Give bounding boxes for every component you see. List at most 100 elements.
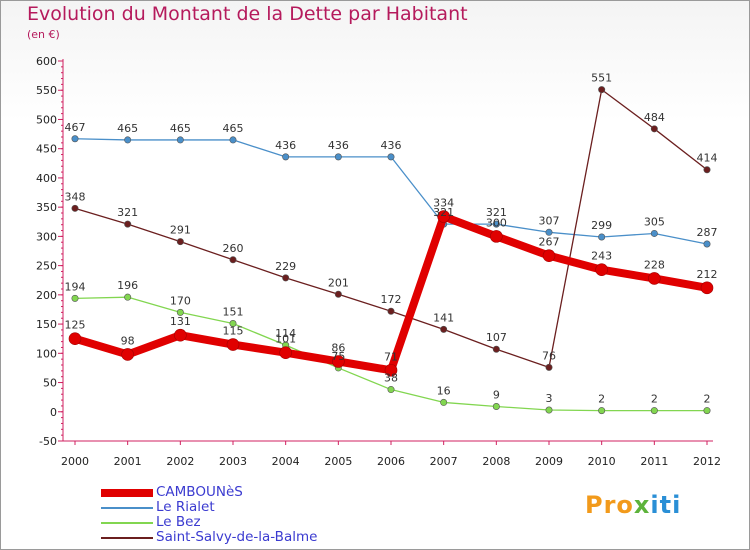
data-label: 3 xyxy=(546,392,553,405)
y-tick-label: 0 xyxy=(50,406,57,419)
legend-swatch xyxy=(101,506,153,509)
legend-label: CAMBOUNèS xyxy=(156,484,243,500)
data-label: 465 xyxy=(170,122,191,135)
proxiti-logo: Proxiti xyxy=(585,491,682,519)
data-label: 71 xyxy=(384,350,398,363)
x-tick-label: 2008 xyxy=(482,455,510,468)
data-label: 9 xyxy=(493,389,500,402)
data-point xyxy=(229,319,237,327)
data-label: 229 xyxy=(275,260,296,273)
data-point xyxy=(703,240,711,248)
data-label: 212 xyxy=(697,268,718,281)
data-label: 2 xyxy=(704,393,711,406)
data-label: 334 xyxy=(433,197,454,210)
data-label: 299 xyxy=(591,219,612,232)
series-lines xyxy=(68,86,714,415)
data-point xyxy=(334,153,342,161)
data-point xyxy=(387,386,395,394)
data-label: 38 xyxy=(384,372,398,385)
data-point xyxy=(700,281,714,295)
x-tick-label: 2001 xyxy=(114,455,142,468)
data-point xyxy=(229,136,237,144)
data-label: 141 xyxy=(433,311,454,324)
y-tick-label: 150 xyxy=(36,318,57,331)
data-point xyxy=(124,136,132,144)
data-labels: 467 465 465 465 436 436 436 321 321 307 299 305 287 1… xyxy=(65,72,718,406)
data-point xyxy=(387,307,395,315)
data-point xyxy=(650,125,658,133)
data-point xyxy=(492,220,500,228)
data-point xyxy=(71,204,79,212)
data-point xyxy=(492,403,500,411)
data-label: 131 xyxy=(170,315,191,328)
data-point xyxy=(595,263,608,277)
axes: -50 0 50 100 150 200 250 300 350 400 450 500 550 600 2… xyxy=(36,55,721,468)
data-label: 321 xyxy=(486,206,507,219)
y-tick-label: 450 xyxy=(36,143,57,156)
data-point xyxy=(598,407,606,415)
data-label: 172 xyxy=(381,293,402,306)
data-label: 465 xyxy=(117,122,138,135)
data-label: 115 xyxy=(223,325,244,338)
data-point xyxy=(226,338,240,351)
legend-item: Saint-Salvy-de-la-Balme xyxy=(101,530,317,545)
data-label: 196 xyxy=(117,279,138,292)
data-label: 260 xyxy=(223,242,244,255)
legend: CAMBOUNèS Le Rialet Le Bez Saint-Salvy-de-l… xyxy=(101,485,317,545)
data-label: 551 xyxy=(591,72,612,85)
data-point xyxy=(650,407,658,415)
data-label: 86 xyxy=(331,341,345,354)
y-tick-label: 400 xyxy=(36,172,57,185)
data-label: 170 xyxy=(170,294,191,307)
data-label: 2 xyxy=(651,393,658,406)
data-label: 194 xyxy=(65,280,86,293)
x-tick-label: 2012 xyxy=(693,455,721,468)
data-point xyxy=(437,210,450,223)
data-point xyxy=(545,228,553,236)
data-label: 305 xyxy=(644,215,665,228)
data-label: 287 xyxy=(697,226,718,239)
data-point xyxy=(703,407,711,415)
data-point xyxy=(334,290,342,298)
data-point xyxy=(71,135,79,143)
legend-label: Le Bez xyxy=(156,514,201,530)
y-tick-label: -50 xyxy=(39,435,57,448)
data-point xyxy=(176,308,184,316)
data-label: 436 xyxy=(381,139,402,152)
data-label: 307 xyxy=(539,214,560,227)
x-tick-label: 2003 xyxy=(219,455,247,468)
data-point xyxy=(440,325,448,333)
data-label: 300 xyxy=(486,216,507,229)
data-point xyxy=(384,363,398,377)
chart-title: Evolution du Montant de la Dette par Hab… xyxy=(27,3,468,25)
data-point xyxy=(598,86,606,94)
legend-swatch xyxy=(101,521,153,524)
x-tick-label: 2004 xyxy=(272,455,300,468)
data-point xyxy=(71,294,79,302)
x-tick-label: 2000 xyxy=(61,455,89,468)
y-tick-label: 200 xyxy=(36,289,57,302)
data-label: 2 xyxy=(598,393,605,406)
data-label: 243 xyxy=(591,250,612,263)
data-label: 151 xyxy=(223,305,244,318)
legend-swatch xyxy=(101,536,153,539)
data-label: 75 xyxy=(331,350,345,363)
data-point xyxy=(703,166,711,174)
data-label: 414 xyxy=(697,152,718,165)
legend-item: Le Rialet xyxy=(101,500,317,515)
legend-item: CAMBOUNèS xyxy=(101,485,317,500)
data-point xyxy=(174,328,187,342)
y-tick-label: 500 xyxy=(36,113,57,126)
data-label: 321 xyxy=(433,206,454,219)
x-tick-label: 2009 xyxy=(535,455,563,468)
data-label: 107 xyxy=(486,331,507,344)
data-point xyxy=(545,363,553,371)
x-tick-label: 2006 xyxy=(377,455,405,468)
data-point xyxy=(492,345,500,353)
data-point xyxy=(545,406,553,414)
x-tick-label: 2002 xyxy=(166,455,194,468)
data-point xyxy=(542,249,556,262)
data-label: 436 xyxy=(328,139,349,152)
